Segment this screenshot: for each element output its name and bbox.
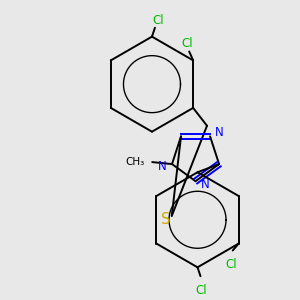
Text: N: N bbox=[158, 160, 167, 172]
Text: Cl: Cl bbox=[196, 284, 207, 297]
Text: N: N bbox=[200, 178, 209, 190]
Text: Cl: Cl bbox=[152, 14, 164, 27]
Text: CH₃: CH₃ bbox=[125, 157, 144, 167]
Text: Cl: Cl bbox=[225, 258, 237, 272]
Text: Cl: Cl bbox=[182, 38, 193, 50]
Text: S: S bbox=[161, 212, 170, 227]
Text: N: N bbox=[215, 126, 224, 139]
